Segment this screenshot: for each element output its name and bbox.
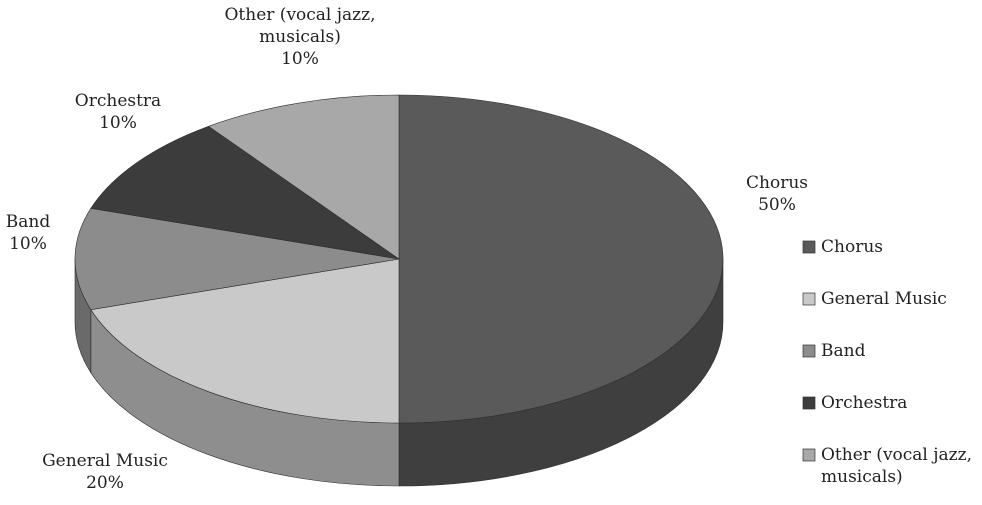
pie-slices — [74, 94, 724, 424]
legend-swatch-general-music — [802, 292, 816, 306]
legend-swatch-chorus — [802, 240, 816, 254]
slice-band — [74, 207, 400, 311]
slice-chorus — [398, 94, 724, 424]
legend-swatch-band — [802, 344, 816, 358]
slice-other-vocal-jazz-musicals — [207, 94, 400, 260]
slice-value-orchestra: 10% — [99, 113, 137, 133]
legend-label-general-music: General Music — [821, 289, 947, 309]
slice-value-other-vocal-jazz-musicals: 10% — [281, 49, 319, 69]
legend-label-other-vocal-jazz-musicals-line-2: musicals) — [821, 467, 903, 487]
legend-label-chorus: Chorus — [821, 237, 883, 257]
legend-label-other-vocal-jazz-musicals-line-1: Other (vocal jazz, — [821, 445, 972, 465]
legend-swatch-other-vocal-jazz-musicals — [802, 448, 816, 462]
slice-label-general-music: General Music — [42, 451, 168, 471]
legend-label-orchestra: Orchestra — [821, 393, 907, 413]
slice-label-orchestra: Orchestra — [75, 91, 161, 111]
legend: Chorus General Music Band Orchestra Other (v… — [802, 237, 972, 487]
legend-swatch-orchestra — [802, 396, 816, 410]
slice-general-music — [90, 258, 400, 424]
slice-value-chorus: 50% — [758, 195, 796, 215]
slice-value-band: 10% — [9, 234, 47, 254]
slice-value-general-music: 20% — [86, 473, 124, 493]
slice-label-other-vocal-jazz-musicals-line-1: Other (vocal jazz, — [225, 5, 376, 25]
slice-label-other-vocal-jazz-musicals-line-2: musicals) — [259, 27, 341, 47]
legend-label-band: Band — [821, 341, 866, 361]
slice-label-chorus: Chorus — [746, 173, 808, 193]
slice-orchestra — [90, 125, 400, 260]
slice-label-band: Band — [6, 212, 51, 232]
